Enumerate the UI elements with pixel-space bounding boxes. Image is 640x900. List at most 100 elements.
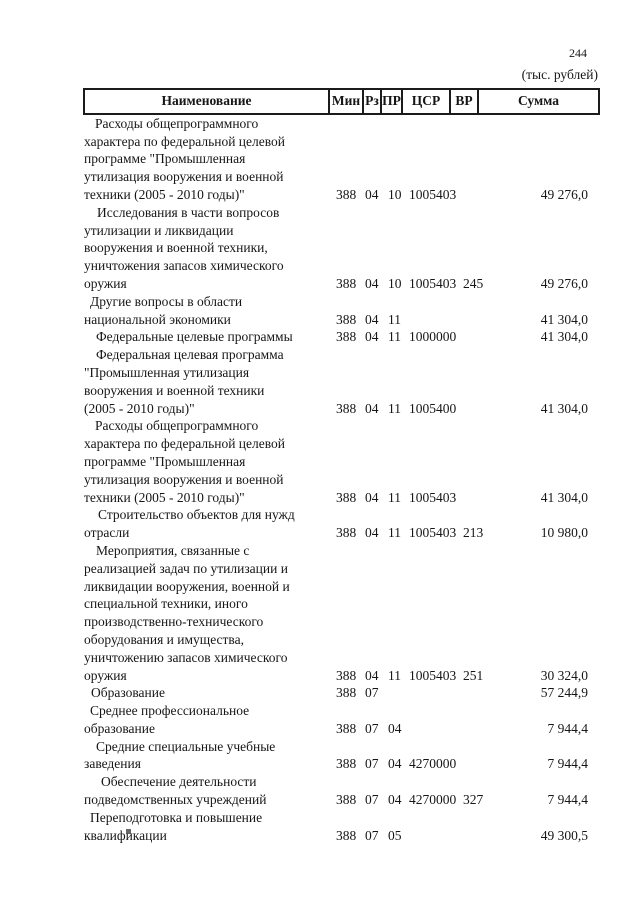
table-row: Мероприятия, связанные с реализацией зад… <box>84 542 599 684</box>
row-vr-code <box>450 684 478 702</box>
row-name-cell: Другие вопросы в области национальной эк… <box>84 293 243 327</box>
row-rz-code: 07 <box>365 720 379 736</box>
table-row: Расходы общепрограммного характера по фе… <box>84 114 599 204</box>
row-sum-value: 49 300,5 <box>540 827 588 843</box>
row-pr-code: 04 <box>388 720 402 736</box>
table-row: Средние специальные учебные заведения 38… <box>84 738 599 774</box>
row-csr-code: 1005403 <box>409 275 457 291</box>
row-rz-code: 07 <box>365 827 379 843</box>
row-sum-value: 57 244,9 <box>540 685 588 701</box>
units-label: (тыс. рублей) <box>521 67 598 82</box>
row-sum-value: 41 304,0 <box>540 311 588 327</box>
table-row: Исследования в части вопросов утилизации… <box>84 204 599 293</box>
row-min-code: 388 <box>336 329 357 345</box>
column-header-name: Наименование <box>83 88 330 115</box>
row-min-code: 388 <box>336 756 357 772</box>
budget-table: Наименование Мин Рз ПР ЦСР ВР Сумма Расх… <box>83 88 600 844</box>
row-pr-code: 04 <box>388 756 402 772</box>
row-csr-code: 4270000 <box>409 792 457 808</box>
table-header-row: Наименование Мин Рз ПР ЦСР ВР Сумма <box>83 88 600 115</box>
table-row: Другие вопросы в области национальной эк… <box>84 293 599 329</box>
row-pr-code <box>381 684 402 702</box>
column-header-pr: ПР <box>380 88 403 115</box>
row-csr-code <box>402 809 450 845</box>
row-name-cell: Переподготовка и повышение квалификации <box>84 809 263 843</box>
row-rz-code: 07 <box>365 792 379 808</box>
row-pr-code: 11 <box>388 329 401 345</box>
row-pr-code: 11 <box>388 667 401 683</box>
row-csr-code: 4270000 <box>409 756 457 772</box>
page-number: 244 <box>569 46 587 60</box>
scan-speckle-artifact <box>126 829 131 834</box>
row-sum-value: 41 304,0 <box>540 329 588 345</box>
row-csr-code <box>402 702 450 738</box>
row-sum-value: 7 944,4 <box>547 756 589 772</box>
row-min-code: 388 <box>336 827 357 843</box>
row-min-code: 388 <box>336 792 357 808</box>
row-pr-code: 04 <box>388 792 402 808</box>
row-pr-code: 11 <box>388 311 401 327</box>
row-rz-code: 07 <box>365 756 379 772</box>
table-row: Расходы общепрограммного характера по фе… <box>84 417 599 506</box>
row-pr-code: 05 <box>388 827 402 843</box>
column-header-csr: ЦСР <box>401 88 451 115</box>
row-pr-code: 11 <box>388 400 401 416</box>
row-rz-code: 04 <box>365 400 379 416</box>
row-sum-value: 7 944,4 <box>547 720 589 736</box>
row-min-code: 388 <box>336 720 357 736</box>
row-pr-code: 10 <box>388 275 402 291</box>
row-min-code: 388 <box>336 667 357 683</box>
row-pr-code: 10 <box>388 186 402 202</box>
row-rz-code: 04 <box>365 667 379 683</box>
table-row: Федеральные целевые программы 388 04 11 … <box>84 328 599 346</box>
row-vr-code: 245 <box>463 275 484 291</box>
row-name-cell: Федеральная целевая программа "Промышлен… <box>84 347 284 416</box>
row-csr-code: 1005403 <box>409 489 457 505</box>
row-rz-code: 04 <box>365 311 379 327</box>
table-row: Образование 388 07 57 244,9 <box>84 684 599 702</box>
row-rz-code: 04 <box>365 275 379 291</box>
table-row: Федеральная целевая программа "Промышлен… <box>84 346 599 417</box>
row-rz-code: 04 <box>365 489 379 505</box>
row-min-code: 388 <box>336 525 357 541</box>
column-header-min: Мин <box>328 88 364 115</box>
table-body: Расходы общепрограммного характера по фе… <box>84 114 599 845</box>
row-name-cell: Мероприятия, связанные с реализацией зад… <box>84 542 290 683</box>
row-pr-code: 11 <box>388 525 401 541</box>
row-csr-code <box>402 293 450 329</box>
row-rz-code: 04 <box>365 186 379 202</box>
row-vr-code: 327 <box>463 792 484 808</box>
row-vr-code <box>450 293 478 329</box>
row-csr-code: 1000000 <box>409 329 457 345</box>
row-sum-value: 41 304,0 <box>540 400 588 416</box>
table-row: Обеспечение деятельности подведомственны… <box>84 773 599 809</box>
row-name-cell: Исследования в части вопросов утилизации… <box>84 204 284 291</box>
row-min-code: 388 <box>336 685 357 701</box>
row-min-code: 388 <box>336 400 357 416</box>
row-sum-value: 30 324,0 <box>540 667 588 683</box>
row-pr-code: 11 <box>388 489 401 505</box>
row-vr-code <box>450 809 478 845</box>
table-row: Среднее профессиональное образование 388… <box>84 702 599 738</box>
row-rz-code: 04 <box>365 525 379 541</box>
table-row: Переподготовка и повышение квалификации … <box>84 809 599 845</box>
row-min-code: 388 <box>336 186 357 202</box>
row-name-cell: Средние специальные учебные заведения <box>84 738 276 772</box>
table-row: Строительство объектов для нужд отрасли … <box>84 506 599 542</box>
column-header-rz: Рз <box>362 88 382 115</box>
row-name-cell: Строительство объектов для нужд отрасли <box>84 507 295 541</box>
row-rz-code: 04 <box>365 329 379 345</box>
row-vr-code <box>450 702 478 738</box>
row-csr-code <box>402 684 450 702</box>
row-name-cell: Федеральные целевые программы <box>96 329 293 345</box>
row-min-code: 388 <box>336 275 357 291</box>
row-name-cell: Расходы общепрограммного характера по фе… <box>84 418 285 505</box>
row-min-code: 388 <box>336 311 357 327</box>
row-name-cell: Среднее профессиональное образование <box>84 703 250 736</box>
row-sum-value: 7 944,4 <box>547 792 589 808</box>
row-csr-code: 1005400 <box>409 400 457 416</box>
row-sum-value: 10 980,0 <box>540 525 588 541</box>
row-vr-code: 251 <box>463 667 484 683</box>
row-min-code: 388 <box>336 489 357 505</box>
row-name-cell: Обеспечение деятельности подведомственны… <box>84 774 267 808</box>
